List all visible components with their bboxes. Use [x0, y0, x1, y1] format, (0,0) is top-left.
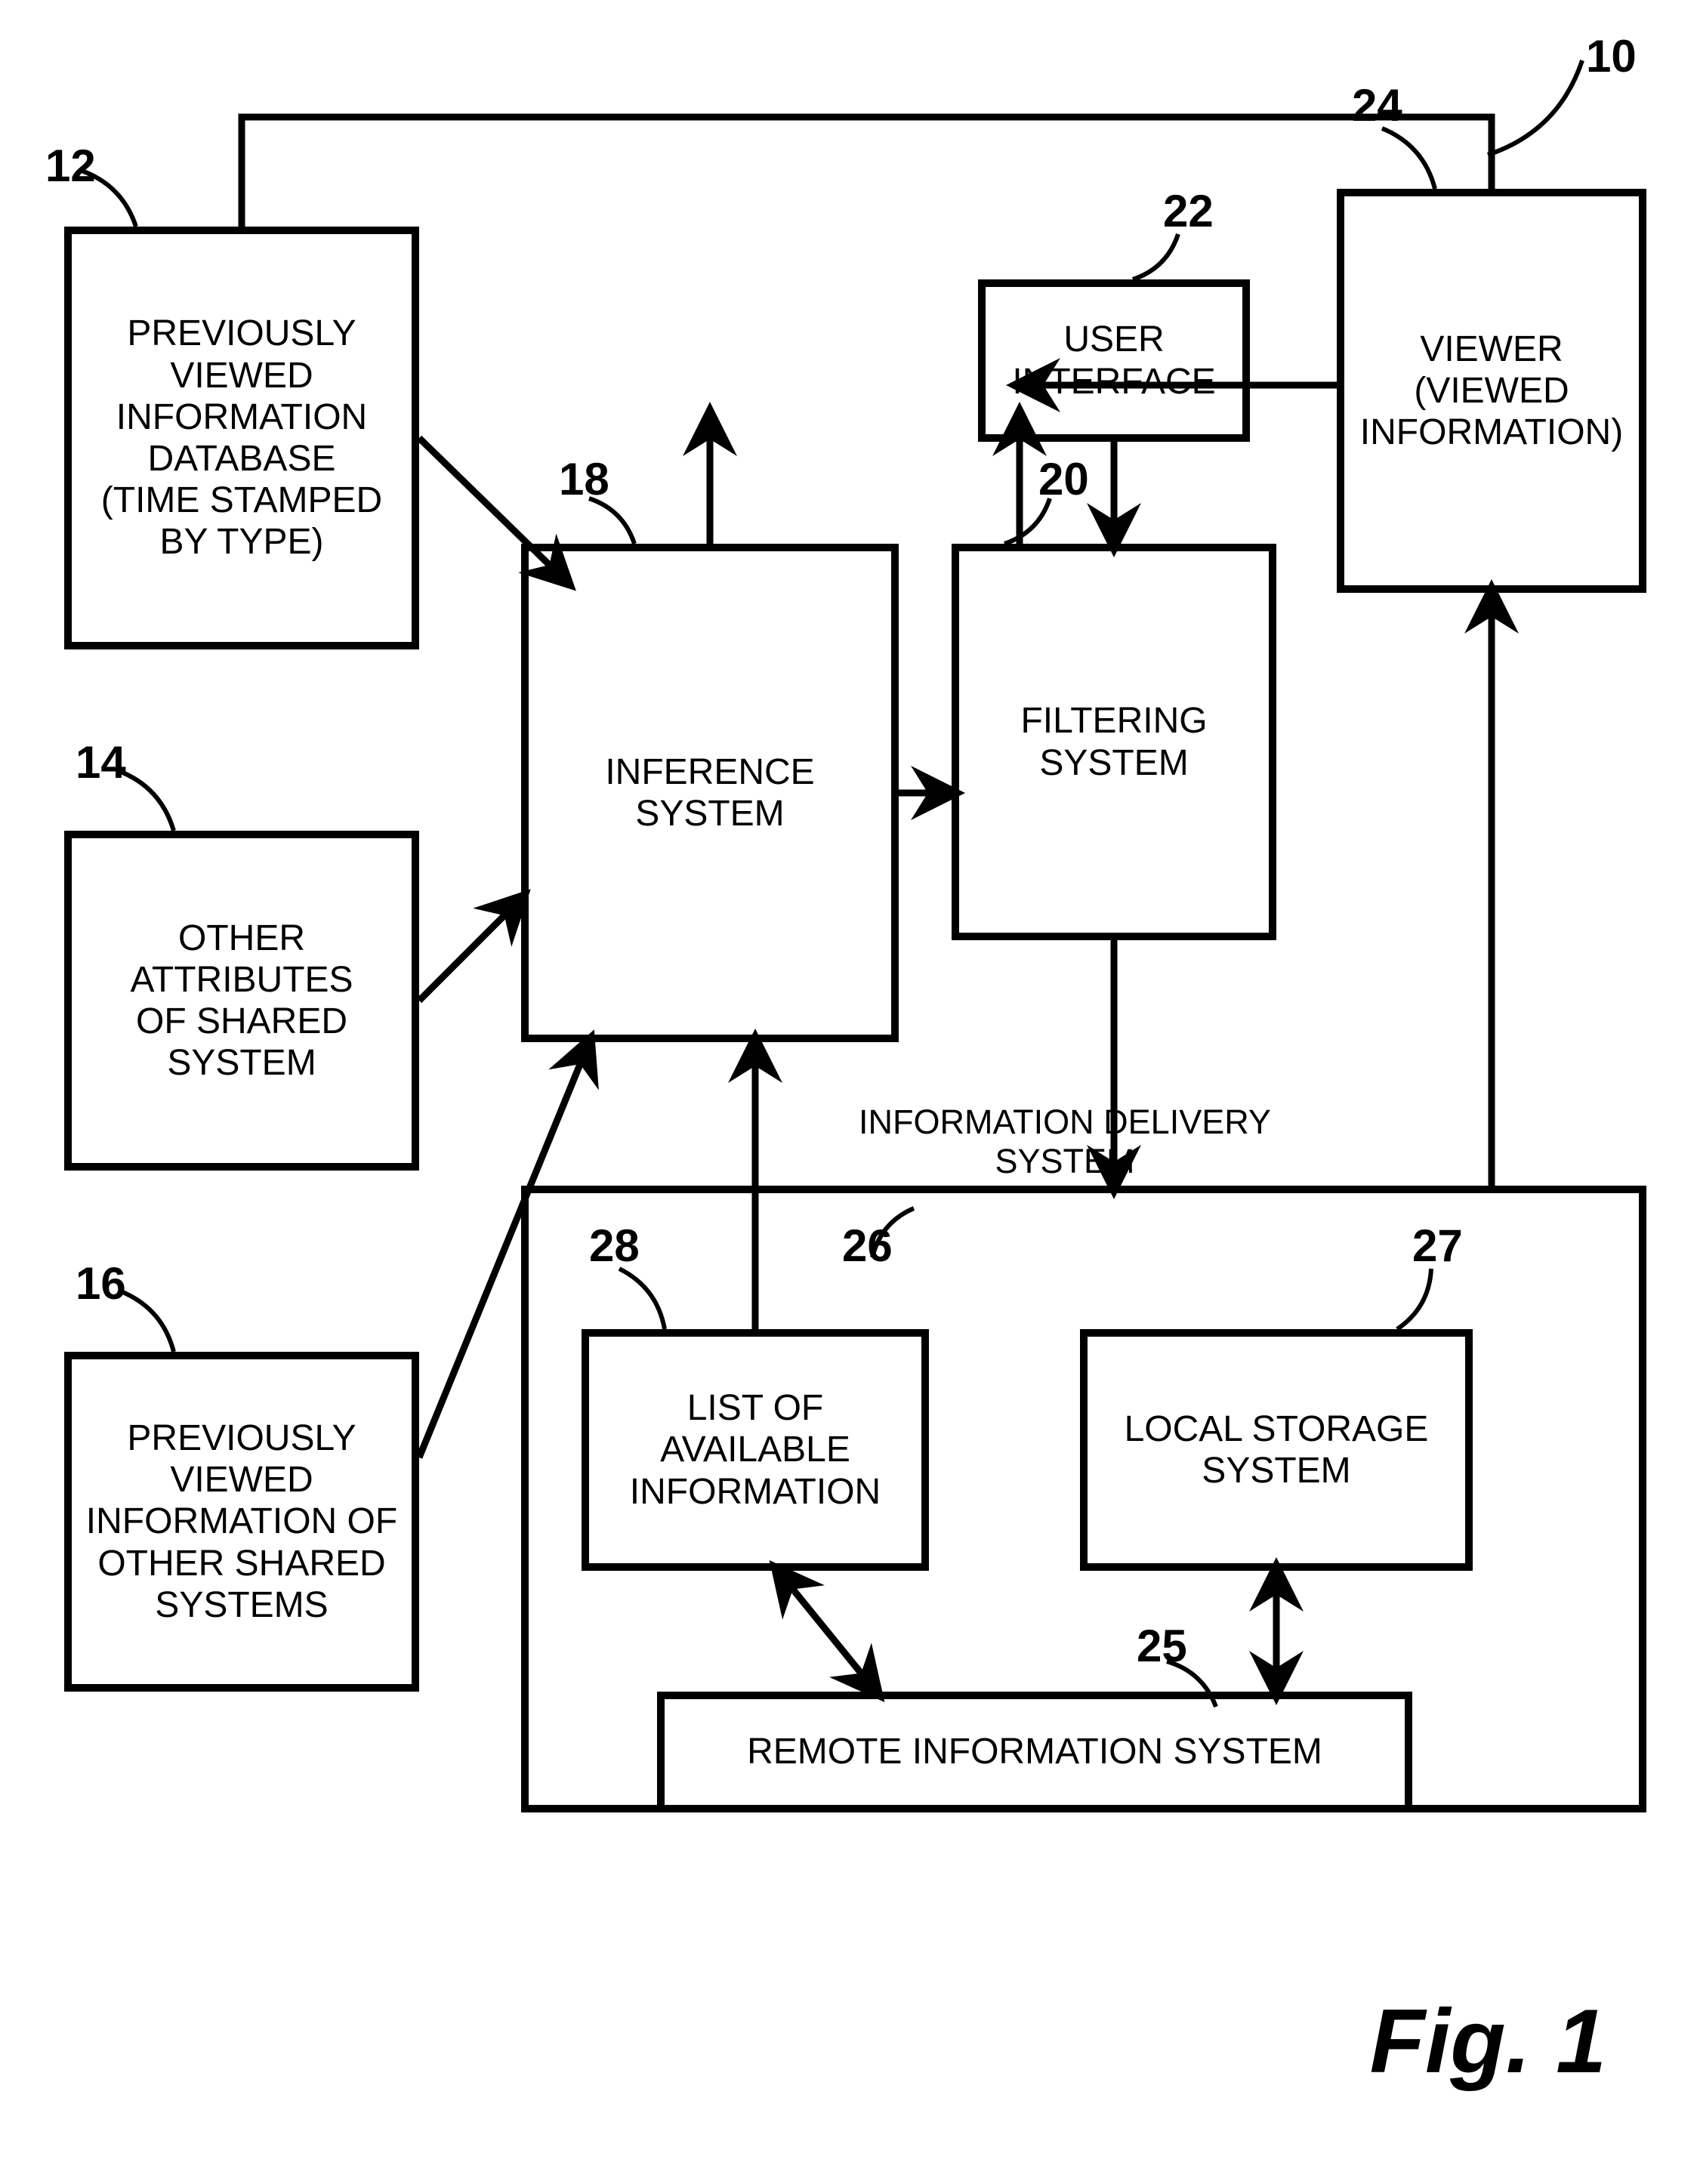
label-info-delivery: INFORMATION DELIVERY SYSTEM [853, 1103, 1276, 1181]
ref-16: 16 [76, 1257, 126, 1309]
ref-20: 20 [1038, 453, 1089, 505]
ref-10: 10 [1586, 30, 1637, 82]
ref-14: 14 [76, 736, 126, 788]
ref-28: 28 [589, 1220, 640, 1272]
ref-26: 26 [842, 1220, 893, 1272]
node-viewer: VIEWER (VIEWED INFORMATION) [1337, 189, 1646, 593]
diagram-canvas: PREVIOUSLY VIEWED INFORMATION DATABASE (… [0, 0, 1697, 2184]
node-remote-info-system: REMOTE INFORMATION SYSTEM [657, 1692, 1412, 1812]
node-inference-system: INFERENCE SYSTEM [521, 544, 899, 1042]
ref-12: 12 [45, 140, 96, 192]
ref-18: 18 [559, 453, 609, 505]
node-user-interface: USER INTERFACE [978, 279, 1250, 442]
ref-22: 22 [1163, 185, 1214, 237]
node-other-attributes: OTHER ATTRIBUTES OF SHARED SYSTEM [64, 831, 419, 1171]
ref-27: 27 [1412, 1220, 1463, 1272]
ref-25: 25 [1137, 1620, 1187, 1672]
figure-label: Fig. 1 [1370, 1989, 1606, 2093]
node-prev-viewed-other: PREVIOUSLY VIEWED INFORMATION OF OTHER S… [64, 1352, 419, 1692]
node-local-storage: LOCAL STORAGE SYSTEM [1080, 1329, 1473, 1571]
node-filtering-system: FILTERING SYSTEM [952, 544, 1276, 940]
node-list-available-info: LIST OF AVAILABLE INFORMATION [582, 1329, 929, 1571]
node-prev-viewed-db: PREVIOUSLY VIEWED INFORMATION DATABASE (… [64, 227, 419, 649]
ref-24: 24 [1352, 79, 1402, 131]
